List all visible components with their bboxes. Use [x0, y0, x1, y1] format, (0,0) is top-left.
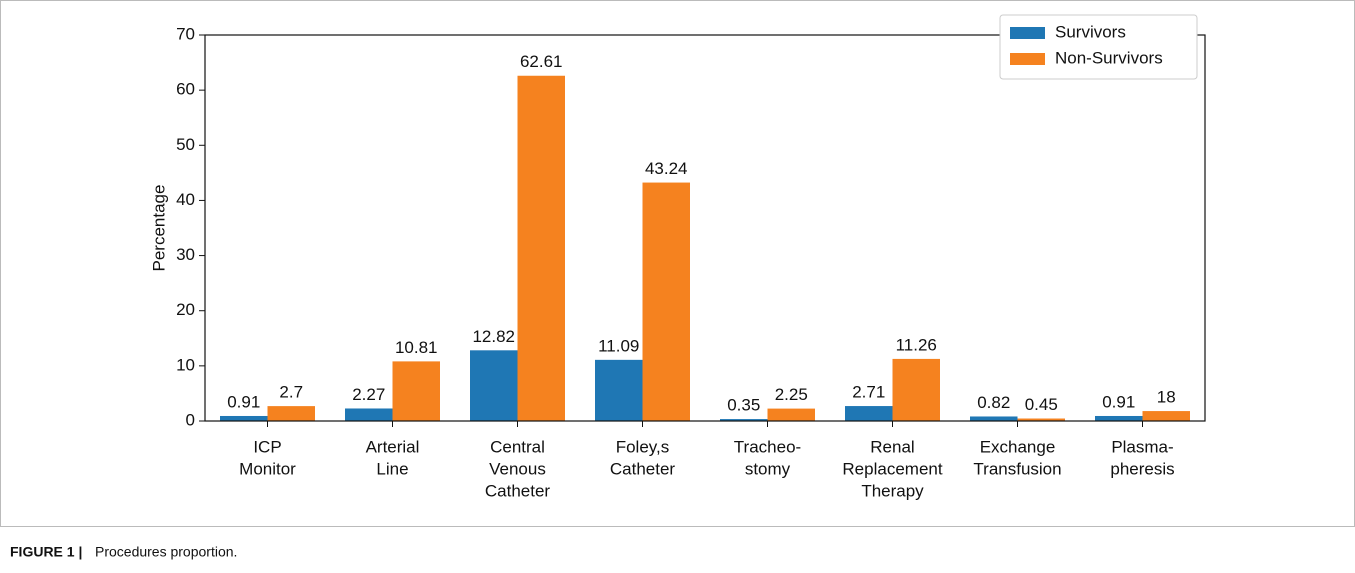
y-tick-label: 50 — [176, 135, 195, 154]
y-tick-label: 40 — [176, 190, 195, 209]
y-tick-label: 10 — [176, 355, 195, 374]
x-tick-label: Tracheo- — [734, 437, 801, 456]
value-label: 0.91 — [1102, 392, 1135, 411]
value-label: 2.27 — [352, 385, 385, 404]
y-axis-label: Percentage — [149, 185, 168, 272]
value-label: 18 — [1157, 388, 1176, 407]
x-tick-label: stomy — [745, 459, 791, 478]
bar — [517, 75, 565, 421]
bar — [267, 406, 315, 421]
bar — [767, 408, 815, 421]
value-label: 62.61 — [520, 52, 563, 71]
bar — [1095, 415, 1143, 421]
y-tick-label: 30 — [176, 245, 195, 264]
x-tick-label: Transfusion — [973, 459, 1061, 478]
bar — [220, 415, 268, 421]
x-tick-label: Venous — [489, 459, 546, 478]
x-tick-label: Therapy — [861, 481, 924, 500]
legend-label: Survivors — [1055, 22, 1126, 41]
y-tick-label: 20 — [176, 300, 195, 319]
legend-swatch — [1010, 53, 1045, 65]
bar — [642, 182, 690, 421]
value-label: 2.25 — [775, 385, 808, 404]
bar — [845, 406, 893, 421]
legend-swatch — [1010, 27, 1045, 39]
caption-label: FIGURE 1 | — [10, 544, 82, 560]
value-label: 0.45 — [1025, 395, 1058, 414]
value-label: 11.26 — [896, 335, 937, 354]
bar — [392, 361, 440, 421]
x-tick-label: Catheter — [610, 459, 676, 478]
value-label: 0.35 — [727, 396, 760, 415]
value-label: 10.81 — [395, 338, 438, 357]
x-tick-label: Line — [376, 459, 408, 478]
x-tick-label: Replacement — [842, 459, 942, 478]
x-tick-label: Arterial — [366, 437, 420, 456]
x-tick-label: pheresis — [1110, 459, 1174, 478]
bar — [1017, 418, 1065, 421]
x-tick-label: Renal — [870, 437, 914, 456]
x-tick-label: Catheter — [485, 481, 551, 500]
x-tick-label: Plasma- — [1111, 437, 1173, 456]
value-label: 43.24 — [645, 159, 688, 178]
x-tick-label: Monitor — [239, 459, 296, 478]
bar — [970, 416, 1018, 421]
value-label: 11.09 — [598, 336, 639, 355]
y-tick-label: 60 — [176, 80, 195, 99]
bar — [720, 419, 768, 421]
value-label: 0.91 — [227, 392, 260, 411]
value-label: 0.82 — [977, 393, 1010, 412]
value-label: 2.7 — [279, 383, 303, 402]
y-tick-label: 70 — [176, 24, 195, 43]
bar — [1142, 411, 1190, 421]
bar — [892, 358, 940, 421]
y-tick-label: 0 — [186, 410, 195, 429]
value-label: 12.82 — [472, 327, 515, 346]
bar — [470, 350, 518, 421]
x-tick-label: Foley,s — [616, 437, 670, 456]
caption-text: Procedures proportion. — [95, 544, 237, 560]
legend-box — [999, 14, 1198, 80]
x-tick-label: Exchange — [980, 437, 1056, 456]
plot-frame — [204, 34, 1206, 422]
legend-label: Non-Survivors — [1055, 48, 1163, 67]
bar — [345, 408, 393, 421]
x-tick-label: ICP — [253, 437, 281, 456]
value-label: 2.71 — [852, 383, 885, 402]
bar — [595, 359, 643, 421]
x-tick-label: Central — [490, 437, 545, 456]
